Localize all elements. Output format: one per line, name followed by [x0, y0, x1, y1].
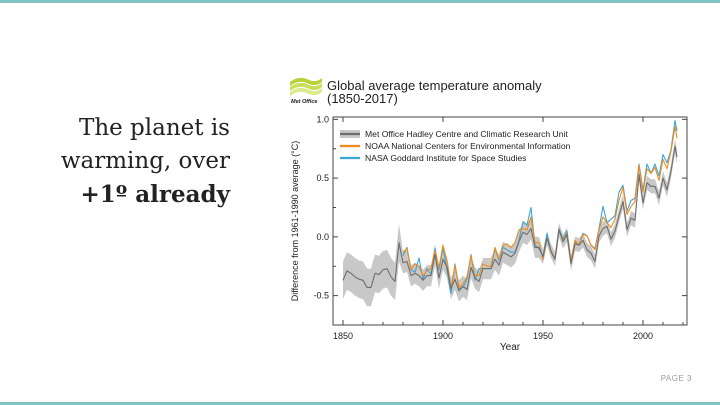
- headline-line-2: warming, over: [60, 148, 230, 174]
- page-number: PAGE 3: [660, 374, 692, 383]
- y-tick-label: 1.0: [316, 114, 329, 124]
- y-axis-label: Difference from 1961-1990 average (°C): [290, 141, 300, 302]
- headline-line-3: +1º already: [80, 181, 230, 208]
- chart-title: Global average temperature anomaly: [327, 78, 542, 93]
- chart-subtitle: (1850-2017): [327, 91, 398, 106]
- uncertainty-band: [343, 139, 677, 307]
- y-tick-label: -0.5: [313, 291, 329, 301]
- chart-legend: Met Office Hadley Centre and Climatic Re…: [340, 129, 571, 163]
- legend-label-noaa: NOAA National Centers for Environmental …: [365, 141, 571, 151]
- y-tick-label: 0.0: [316, 232, 329, 242]
- y-tick-label: 0.5: [316, 173, 329, 183]
- x-axis-label: Year: [500, 342, 521, 353]
- legend-label-hadcrut: Met Office Hadley Centre and Climatic Re…: [365, 129, 568, 139]
- x-tick-label: 2000: [633, 331, 653, 341]
- x-tick-label: 1850: [333, 331, 353, 341]
- top-accent-bar: [0, 0, 720, 3]
- x-tick-label: 1900: [433, 331, 453, 341]
- met-office-logo-text: Met Office: [291, 99, 318, 105]
- slide-headline: The planet is warming, over +1º already: [10, 112, 230, 211]
- plot-frame: [332, 116, 688, 326]
- temperature-anomaly-chart: Met Office Global average temperature an…: [290, 77, 688, 353]
- met-office-logo: [290, 77, 322, 96]
- headline-line-1: The planet is: [78, 115, 230, 141]
- hadcrut-series-line: [342, 145, 678, 292]
- legend-label-nasa: NASA Goddard Institute for Space Studies: [365, 153, 526, 163]
- x-tick-label: 1950: [533, 331, 553, 341]
- bottom-accent-bar: [0, 402, 720, 405]
